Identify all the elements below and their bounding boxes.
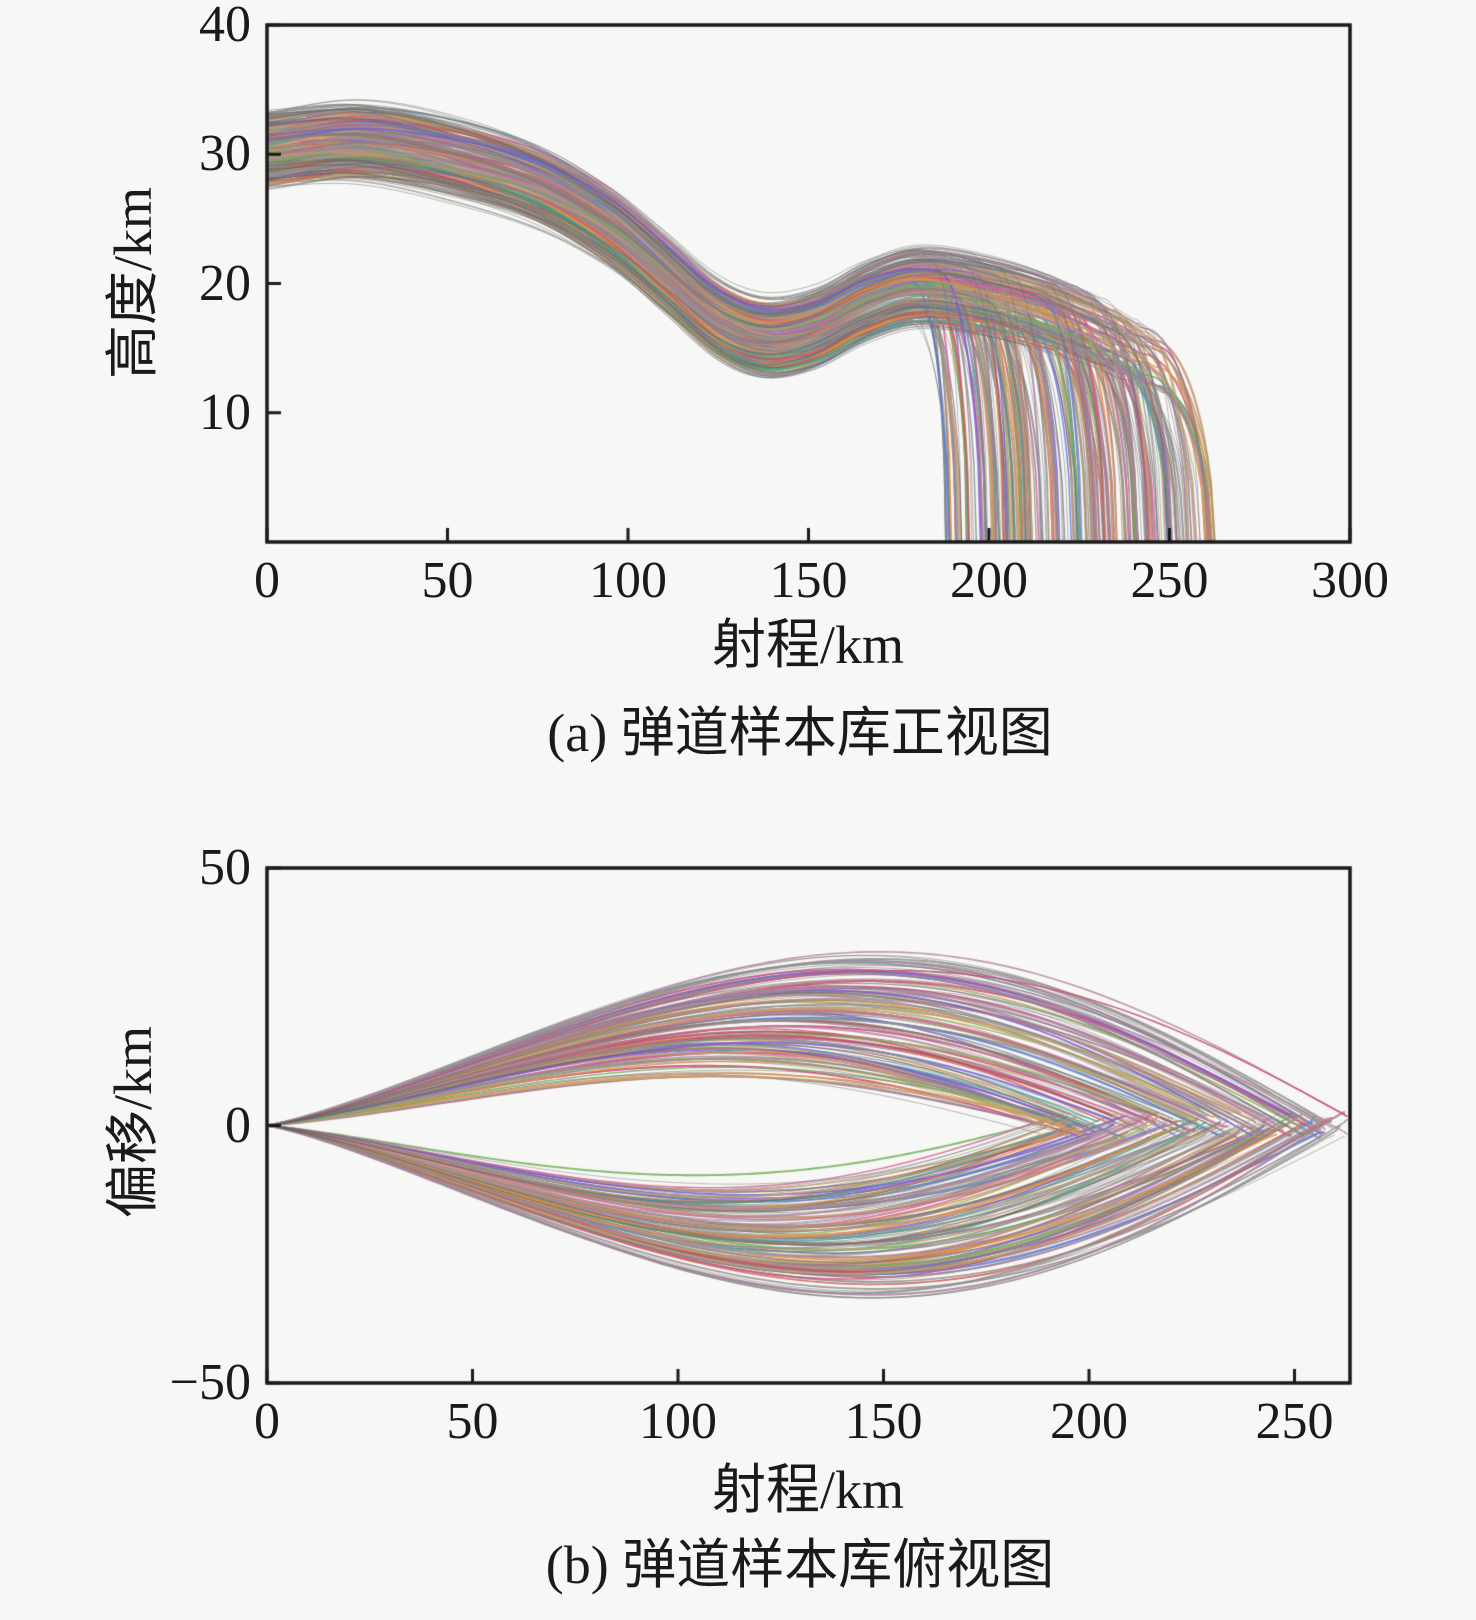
chart-a-ylabel: 高度/km (103, 186, 163, 380)
chart-a-xtick-150: 150 (769, 552, 848, 609)
chart-a-ytick-10: 10 (199, 383, 251, 441)
chart-b-xtick-150: 150 (844, 1393, 923, 1450)
chart-b-xtick-250: 250 (1255, 1393, 1334, 1450)
chart-b-xtick-200: 200 (1050, 1393, 1128, 1450)
chart-a-xtick-50: 50 (421, 552, 474, 609)
chart-b-ytick-0: 0 (225, 1096, 251, 1154)
chart-b-xtick-0: 0 (254, 1393, 280, 1450)
chart-b-xlabel: 射程/km (711, 1460, 905, 1520)
chart-a-xtick-300: 300 (1311, 552, 1389, 609)
chart-a-xtick-200: 200 (950, 552, 1028, 609)
chart-b-xtick-100: 100 (639, 1393, 717, 1450)
chart-a-xlabel: 射程/km (711, 615, 905, 675)
chart-a-xtick-0: 0 (254, 552, 280, 609)
chart-a-xtick-100: 100 (589, 552, 667, 609)
chart-a-xtick-250: 250 (1130, 552, 1209, 609)
chart-b-ytick-50: 50 (199, 839, 251, 896)
chart-b-xtick-50: 50 (446, 1393, 499, 1450)
chart-a-caption: (a) 弹道样本库正视图 (547, 703, 1053, 763)
chart-b-ylabel: 偏移/km (103, 1025, 163, 1219)
chart-a-ytick-30: 30 (199, 125, 251, 183)
chart-b-ytick--50: −50 (169, 1354, 251, 1411)
chart-a-ytick-20: 20 (199, 254, 251, 312)
chart-a-ytick-40: 40 (199, 0, 251, 53)
chart-b-caption: (b) 弹道样本库俯视图 (545, 1535, 1055, 1595)
